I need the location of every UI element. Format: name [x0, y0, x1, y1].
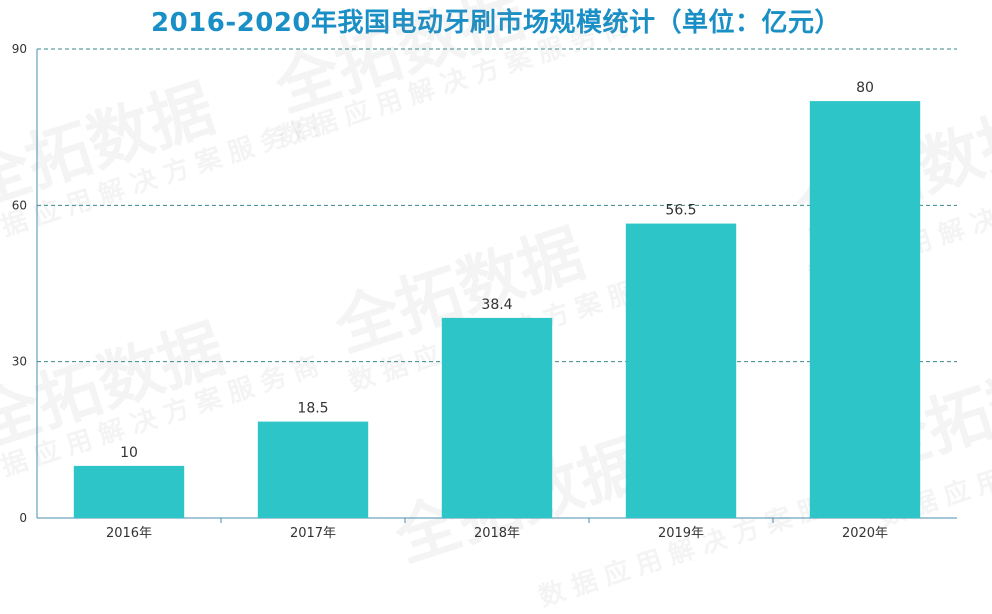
data-label: 10: [120, 445, 138, 461]
y-tick-label: 0: [19, 511, 27, 525]
data-label: 80: [856, 80, 874, 96]
y-tick-label: 90: [12, 42, 27, 56]
x-tick-label: 2017年: [290, 526, 336, 541]
data-label: 18.5: [297, 401, 328, 417]
chart-title: 2016-2020年我国电动牙刷市场规模统计（单位：亿元）: [150, 8, 842, 38]
y-tick-label: 30: [12, 355, 27, 369]
bar: [625, 223, 737, 519]
bar-chart: 0 30 60 90 10 2016年 18.5 2017年 38.4 2018年 56.5 2019…: [12, 42, 957, 541]
bar: [73, 465, 185, 518]
data-label: 38.4: [481, 297, 512, 313]
bar: [257, 421, 369, 518]
x-tick-label: 2018年: [474, 526, 520, 541]
bar: [441, 317, 553, 518]
x-tick-label: 2016年: [106, 526, 152, 541]
x-tick-label: 2019年: [658, 526, 704, 541]
x-tick-label: 2020年: [842, 526, 888, 541]
data-label: 56.5: [665, 203, 696, 219]
y-tick-label: 60: [12, 198, 27, 212]
bar: [809, 101, 921, 518]
